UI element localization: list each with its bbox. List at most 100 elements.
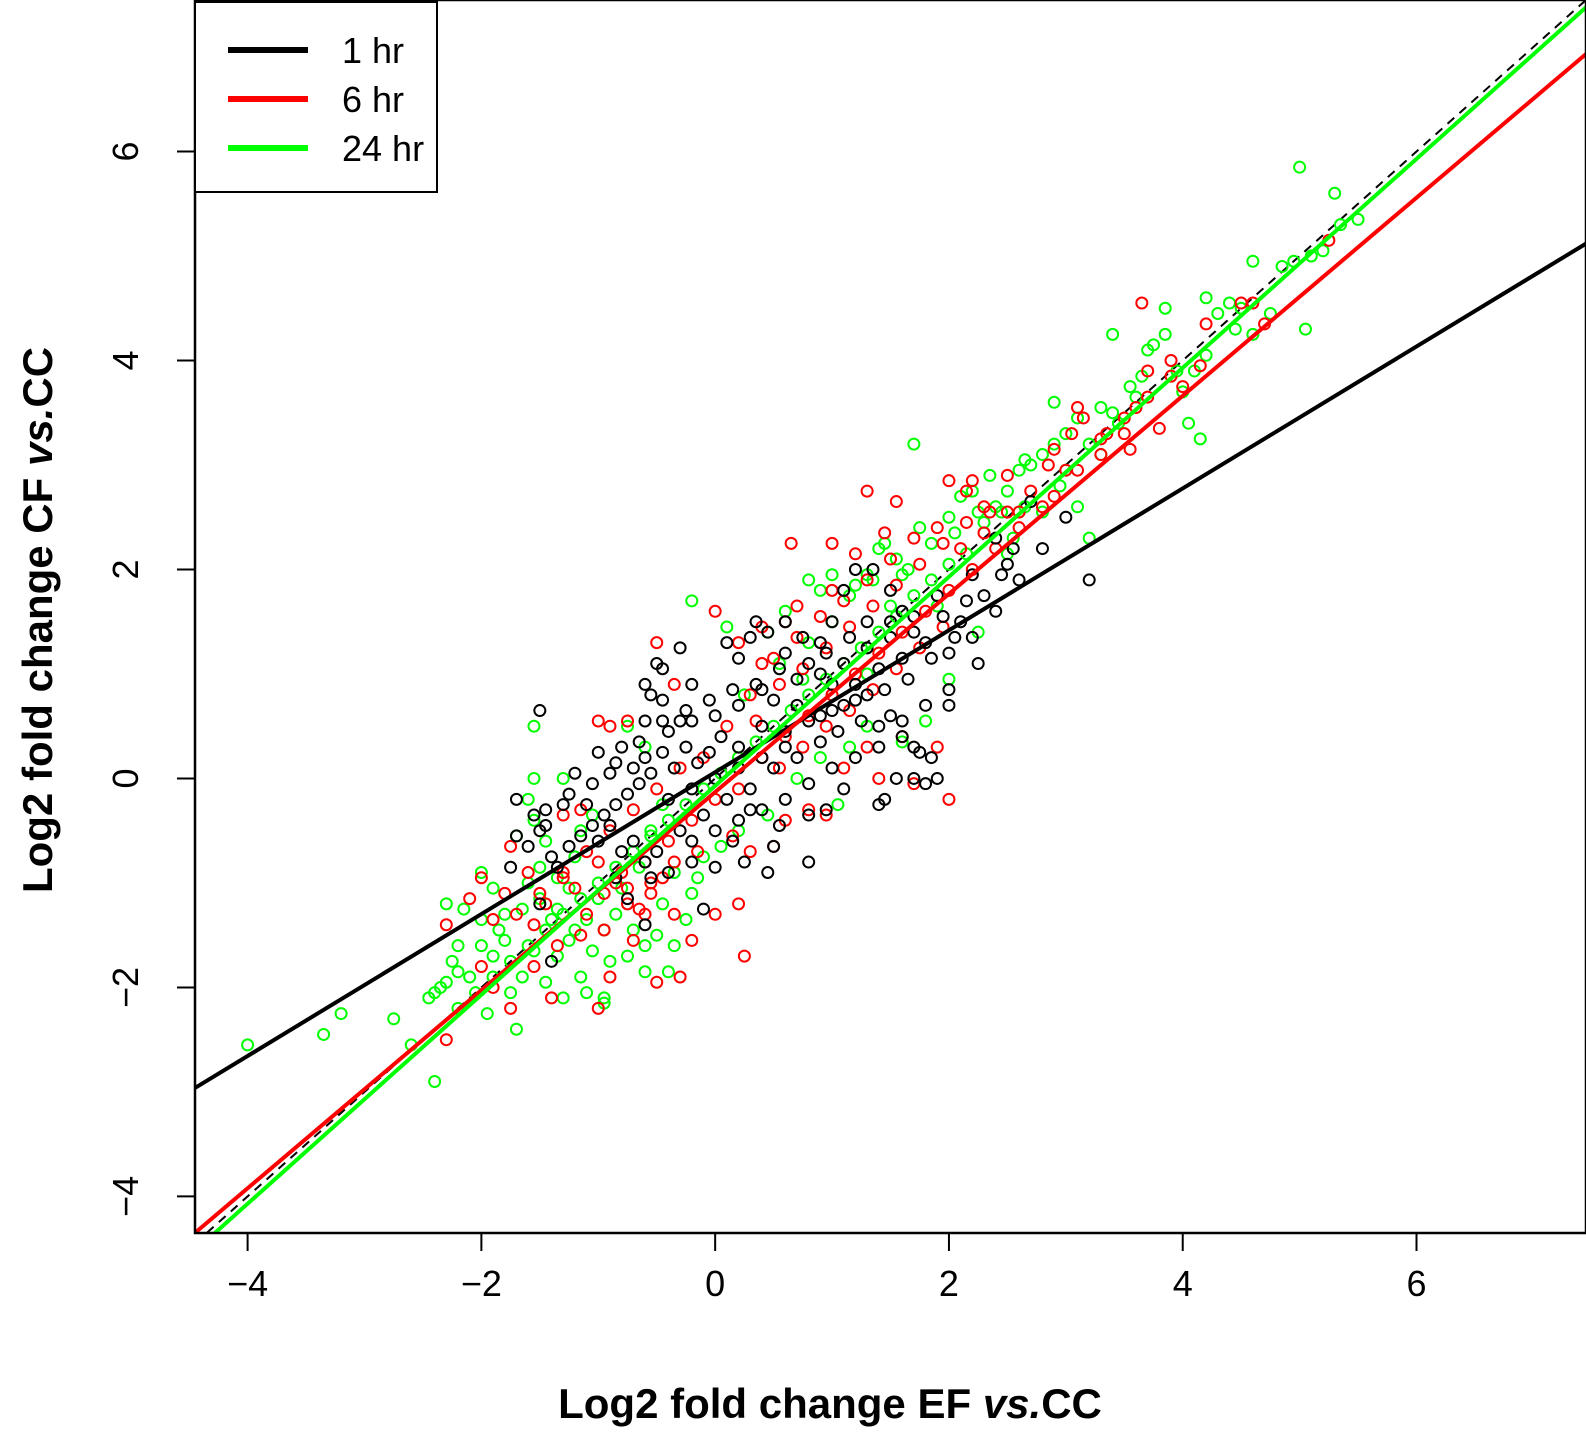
data-point [509, 792, 523, 806]
data-point [1076, 411, 1090, 425]
data-point [428, 1074, 442, 1088]
data-point [521, 866, 535, 880]
data-point [1199, 291, 1213, 305]
data-point [843, 740, 857, 754]
data-point [685, 855, 699, 869]
data-point [1147, 338, 1161, 352]
data-point [895, 735, 909, 749]
data-point [919, 777, 933, 791]
data-point [930, 771, 944, 785]
data-point [884, 552, 897, 566]
data-point [556, 798, 570, 812]
data-point [638, 751, 652, 765]
data-point [439, 918, 453, 932]
data-point [498, 933, 512, 947]
data-point [568, 881, 582, 895]
data-point [556, 871, 570, 885]
data-point [1094, 401, 1108, 415]
data-point [907, 771, 921, 785]
data-point [907, 437, 921, 451]
data-point [574, 928, 588, 942]
data-point [439, 897, 453, 911]
data-point [743, 845, 757, 859]
data-point [562, 839, 576, 853]
data-point [872, 771, 886, 785]
fit-line-6hr [195, 52, 1586, 1233]
data-point [761, 866, 775, 880]
data-point [930, 589, 944, 603]
data-point [872, 646, 886, 660]
legend: 1 hr 6 hr 24 hr [194, 1, 438, 193]
data-point [644, 886, 658, 900]
data-point [919, 698, 933, 712]
data-point [959, 594, 973, 608]
data-point [504, 986, 518, 1000]
data-point [597, 923, 611, 937]
data-point [1035, 448, 1049, 462]
data-point [1018, 453, 1032, 467]
data-point [591, 745, 605, 759]
data-point [1047, 395, 1061, 409]
data-point [609, 798, 623, 812]
data-point [1094, 448, 1108, 462]
data-point [778, 740, 792, 754]
data-point [790, 672, 804, 686]
data-point [884, 709, 897, 723]
data-point [1047, 489, 1061, 503]
data-point [609, 907, 623, 921]
data-point [1193, 432, 1207, 446]
data-point [638, 918, 652, 932]
data-point [977, 589, 991, 603]
data-point [848, 693, 862, 707]
data-point [661, 724, 675, 738]
data-point [819, 646, 833, 660]
data-point [626, 923, 640, 937]
data-point [924, 536, 938, 550]
data-point [673, 641, 687, 655]
data-point [1071, 401, 1085, 415]
scatter-points-layer [241, 160, 1365, 1088]
data-point [802, 657, 816, 671]
data-point [650, 782, 664, 796]
data-point [802, 573, 816, 587]
data-point [772, 677, 786, 691]
data-point [650, 845, 664, 859]
data-point [650, 975, 664, 989]
data-point [504, 860, 518, 874]
data-point [965, 568, 979, 582]
data-point [673, 761, 687, 775]
data-point [527, 960, 541, 974]
y-tick-label: −4 [105, 1176, 146, 1217]
data-point [679, 704, 693, 718]
data-point [1135, 296, 1149, 310]
data-point [626, 803, 640, 817]
data-point [848, 751, 862, 765]
data-point [732, 813, 746, 827]
data-point [959, 515, 973, 529]
data-point [603, 818, 617, 832]
data-point [802, 803, 816, 817]
data-point [708, 824, 722, 838]
data-point [1158, 327, 1172, 341]
data-point [620, 719, 634, 733]
data-point [474, 960, 488, 974]
data-point [732, 651, 746, 665]
data-point [463, 892, 477, 906]
data-point [983, 505, 997, 519]
data-point [1211, 306, 1225, 320]
data-point [825, 704, 839, 718]
data-point [825, 568, 839, 582]
data-point [545, 991, 559, 1005]
data-point [527, 813, 541, 827]
data-point [1006, 542, 1020, 556]
data-point [439, 1033, 453, 1047]
data-point [907, 740, 921, 754]
y-tick-label: 2 [105, 559, 146, 579]
data-point [983, 468, 997, 482]
data-point [527, 771, 541, 785]
data-point [837, 583, 851, 597]
data-point [1141, 390, 1155, 404]
data-point [603, 954, 617, 968]
data-point [433, 980, 447, 994]
